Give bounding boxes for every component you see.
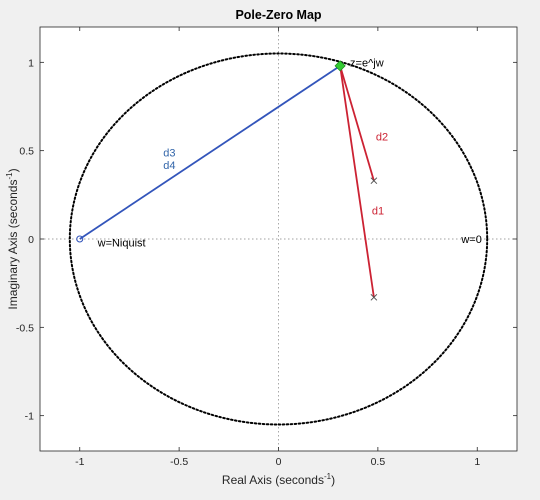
- y-axis-label-main: Imaginary Axis (seconds: [6, 180, 20, 310]
- unit-circle-point-marker: [334, 60, 346, 72]
- axis-ticks: -1 -0.5 0 0.5 1 1 0.5 0 -0.5 -1: [16, 27, 517, 468]
- distance-segment-2: [339, 65, 375, 298]
- x-axis-label-tail: ): [331, 473, 335, 487]
- x-tick-label: -1: [75, 456, 84, 468]
- distance-segment-1: [339, 65, 375, 181]
- unit-circle-layer: [68, 52, 489, 426]
- crosshair-axes: [40, 27, 517, 451]
- y-axis-label-exponent: -1: [5, 172, 14, 180]
- y-tick-label: -1: [25, 411, 34, 423]
- annotation-z-e-jw: z=e^jw: [350, 57, 384, 69]
- pole-cross-stroke: [370, 293, 378, 301]
- pole-cross-stroke: [370, 177, 378, 185]
- y-tick-label: 0.5: [19, 146, 34, 158]
- y-axis-label-tail: ): [6, 168, 20, 172]
- annotation-d2: d2: [376, 132, 388, 144]
- x-axis-label-main: Real Axis (seconds: [222, 473, 324, 487]
- x-tick-label: 0.5: [371, 456, 386, 468]
- x-tick-label: 1: [474, 456, 480, 468]
- annotation-w-0: w=0: [460, 234, 482, 246]
- x-tick-label: -0.5: [170, 456, 188, 468]
- chart-title: Pole-Zero Map: [235, 8, 321, 22]
- annotation-d3: d3: [163, 147, 175, 159]
- y-axis-label: Imaginary Axis (seconds-1): [5, 168, 20, 309]
- pole-marker-1: [370, 177, 378, 185]
- x-axis-label: Real Axis (seconds-1): [222, 472, 335, 487]
- unit-circle: [68, 52, 489, 426]
- distance-segments: [79, 65, 375, 298]
- y-tick-label: 0: [28, 234, 34, 246]
- x-axis-label-exponent: -1: [324, 472, 332, 481]
- annotation-d4: d4: [163, 160, 175, 172]
- annotation-d1: d1: [372, 206, 384, 218]
- annotation-w-niquist: w=Niquist: [97, 238, 146, 250]
- distance-segment-3: [79, 65, 341, 240]
- zero-marker-1: [76, 235, 84, 243]
- y-tick-label: 1: [28, 57, 34, 69]
- pole-zero-markers: [76, 60, 378, 301]
- x-tick-label: 0: [276, 456, 282, 468]
- pole-marker-2: [370, 293, 378, 301]
- y-tick-label: -0.5: [16, 322, 34, 334]
